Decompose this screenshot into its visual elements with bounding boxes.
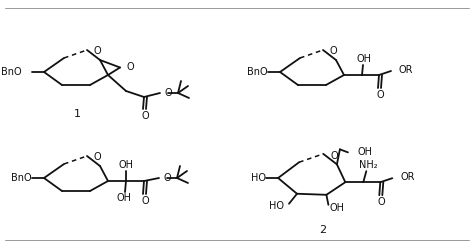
Text: OH: OH — [118, 160, 134, 170]
Text: O: O — [330, 151, 338, 161]
Text: O: O — [127, 62, 135, 72]
Text: O: O — [330, 46, 337, 56]
Text: O: O — [94, 46, 101, 56]
Text: BnO: BnO — [1, 67, 22, 77]
Text: OR: OR — [401, 172, 415, 182]
Text: O: O — [377, 197, 385, 207]
Text: O: O — [164, 173, 172, 183]
Text: OH: OH — [117, 193, 131, 203]
Text: HO: HO — [269, 201, 284, 211]
Text: OR: OR — [399, 65, 413, 75]
Text: O: O — [165, 88, 173, 98]
Text: O: O — [141, 196, 149, 206]
Text: OH: OH — [356, 54, 372, 64]
Text: OH: OH — [358, 147, 373, 157]
Text: NH₂: NH₂ — [359, 160, 378, 170]
Text: O: O — [376, 90, 384, 100]
Text: BnO: BnO — [11, 173, 32, 183]
Text: BnO: BnO — [247, 67, 268, 77]
Text: O: O — [94, 152, 101, 162]
Text: 1: 1 — [73, 109, 81, 119]
Text: O: O — [141, 111, 149, 121]
Text: 2: 2 — [319, 225, 327, 235]
Text: OH: OH — [329, 203, 345, 213]
Text: HO: HO — [251, 173, 266, 183]
